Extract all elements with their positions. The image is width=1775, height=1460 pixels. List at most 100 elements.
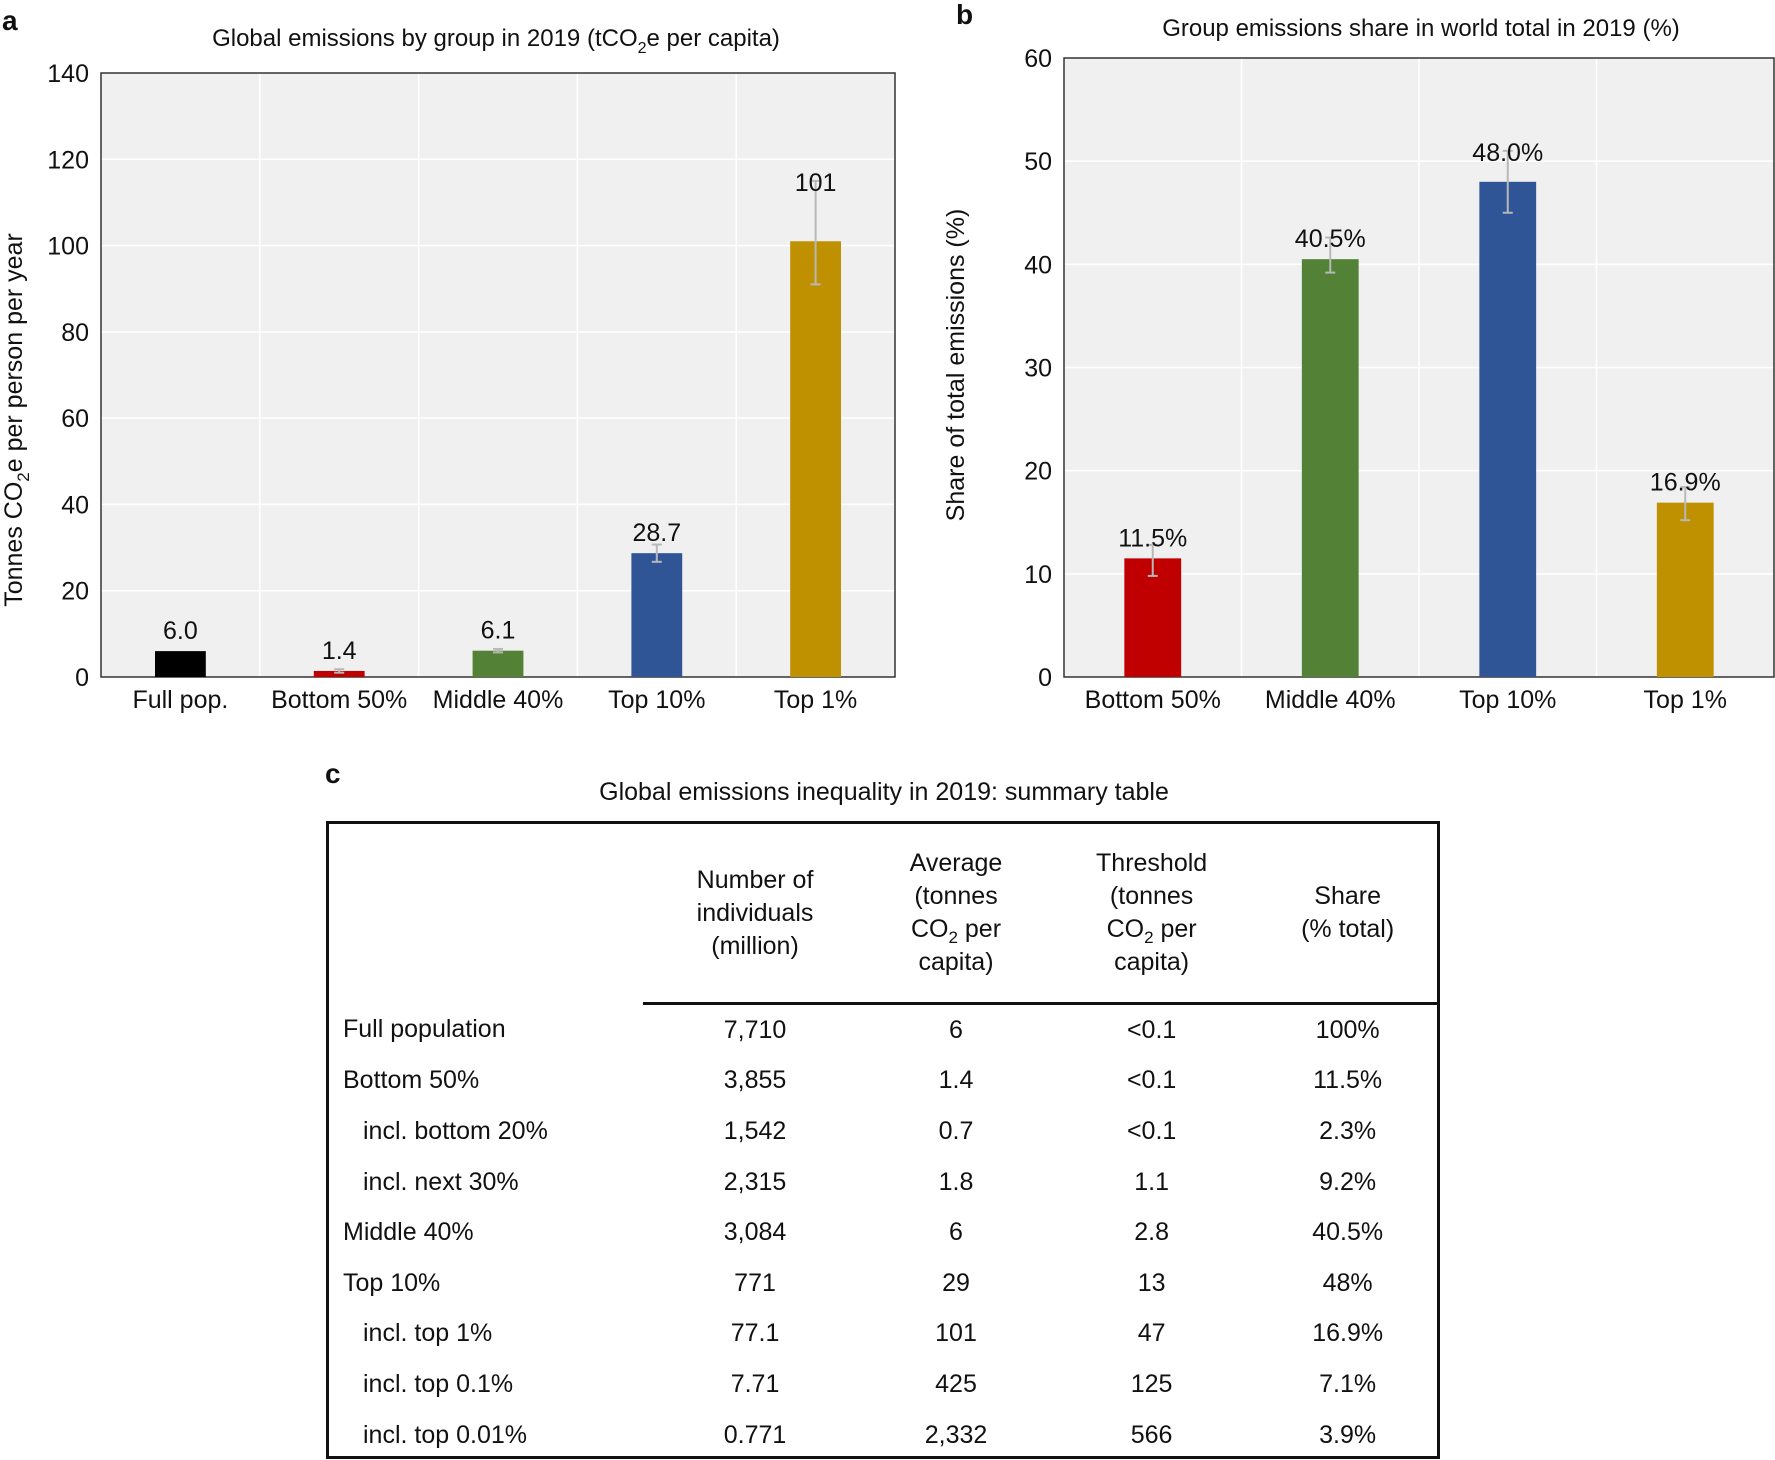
column-header-share: Share (% total) [1258, 824, 1437, 1005]
table-cell: 7,710 [723, 1015, 787, 1044]
column-header-threshold: Threshold (tonnes CO2 per capita) [1044, 824, 1259, 1005]
chart-b-y-tick-label: 20 [1024, 458, 1052, 486]
chart-a-plot-background [101, 73, 895, 677]
table-cell: 566 [1130, 1420, 1173, 1449]
table-cell: 9.2% [1319, 1167, 1377, 1196]
chart-a-x-tick-label: Top 1% [774, 686, 857, 714]
table-row-label: incl. top 1% [363, 1319, 493, 1348]
chart-a-per-capita-emissions: a Global emissions by group in 2019 (tCO… [0, 5, 896, 714]
table-row: Bottom 50% 3,855 1.4 <0.1 11.5% [329, 1056, 1437, 1107]
table-title: Global emissions inequality in 2019: sum… [599, 778, 1169, 806]
chart-b-y-tick-label: 50 [1024, 148, 1052, 176]
chart-a-bar [472, 650, 524, 677]
table-row-label: incl. top 0.1% [363, 1369, 514, 1398]
table-cell: <0.1 [1126, 1116, 1177, 1145]
chart-b-data-label: 11.5% [1118, 524, 1187, 552]
table-cell: 29 [942, 1268, 970, 1297]
chart-a-y-axis-label: Tonnes CO2e per person per year [0, 233, 33, 607]
chart-a-y-tick-label: 40 [61, 491, 89, 519]
chart-a-x-tick-label: Middle 40% [433, 686, 564, 714]
chart-a-x-tick-label: Bottom 50% [271, 686, 407, 714]
table-header-row: Number of individuals (million) Average … [329, 824, 1437, 1005]
table-row: incl. next 30% 2,315 1.8 1.1 9.2% [329, 1157, 1437, 1208]
table-row: Middle 40% 3,084 6 2.8 40.5% [329, 1207, 1437, 1258]
table-cell: 1.8 [938, 1167, 974, 1196]
chart-b-emissions-share: b Group emissions share in world total i… [942, 0, 1775, 714]
table-row: incl. top 0.1% 7.71 425 125 7.1% [329, 1359, 1437, 1410]
chart-b-plot-area: 0 10 20 30 40 50 60 11.5% Bottom 50% 40.5% Middle … [1024, 45, 1775, 714]
table-cell: 3,855 [723, 1066, 787, 1095]
chart-b-bar [1124, 558, 1182, 677]
table-cell: 3,084 [723, 1218, 787, 1247]
chart-a-y-tick-label: 0 [75, 664, 89, 692]
chart-a-plot-area: 0 20 40 60 80 100 120 140 6.0 Full pop. 1.4 Bottom … [47, 60, 896, 714]
chart-a-bar [790, 241, 842, 677]
table-cell: 2.3% [1319, 1116, 1377, 1145]
chart-b-x-tick-label: Top 1% [1644, 686, 1727, 714]
table-row-label: incl. bottom 20% [363, 1116, 548, 1145]
table-row: incl. bottom 20% 1,542 0.7 <0.1 2.3% [329, 1106, 1437, 1157]
chart-a-x-tick-label: Top 10% [608, 686, 705, 714]
chart-b-bar [1301, 259, 1359, 677]
table-cell: 7.1% [1319, 1369, 1377, 1398]
chart-a-data-label: 6.1 [481, 617, 516, 645]
table-cell: 771 [734, 1268, 776, 1297]
chart-b-bar [1479, 181, 1537, 678]
table-cell: 3.9% [1319, 1420, 1377, 1449]
panel-letter-a: a [2, 5, 18, 36]
table-cell: 77.1 [730, 1319, 780, 1348]
table-cell: 1,542 [723, 1116, 787, 1145]
chart-b-plot-frame [1063, 57, 1775, 678]
chart-a-data-label: 6.0 [163, 617, 198, 645]
table-cell: 425 [935, 1369, 977, 1398]
table-row-label: incl. next 30% [363, 1167, 519, 1196]
table-cell: 48% [1322, 1268, 1373, 1297]
summary-table-grid: Number of individuals (million) Average … [329, 824, 1437, 1460]
table-row: Top 10% 771 29 13 48% [329, 1258, 1437, 1309]
chart-b-bar [1656, 502, 1714, 677]
table-cell: 100% [1315, 1015, 1380, 1044]
chart-b-data-label: 16.9% [1650, 469, 1721, 497]
table-row: Full population 7,710 6 <0.1 100% [329, 1004, 1437, 1056]
chart-b-x-tick-label: Bottom 50% [1085, 686, 1221, 714]
chart-a-bar [154, 651, 206, 677]
panel-letter-b: b [956, 0, 973, 30]
table-cell: 0.771 [723, 1420, 787, 1449]
chart-b-y-tick-label: 30 [1024, 355, 1052, 383]
table-row: incl. top 1% 77.1 101 47 16.9% [329, 1309, 1437, 1360]
chart-a-bar [313, 670, 365, 677]
chart-a-y-tick-label: 140 [47, 60, 89, 88]
table-cell: 11.5% [1313, 1066, 1383, 1095]
chart-b-data-label: 40.5% [1295, 225, 1366, 253]
table-row-label: incl. top 0.01% [363, 1420, 527, 1449]
chart-a-y-tick-label: 100 [47, 233, 89, 261]
panel-letter-c: c [325, 758, 341, 789]
table-cell: 0.7 [938, 1116, 974, 1145]
table-cell: 6 [949, 1218, 963, 1247]
table-row-label: Bottom 50% [343, 1066, 480, 1095]
table-header-blank [329, 824, 643, 1004]
chart-b-y-tick-label: 0 [1038, 664, 1052, 692]
chart-a-x-tick-label: Full pop. [132, 686, 228, 714]
table-cell: 40.5% [1312, 1218, 1384, 1247]
chart-b-y-tick-label: 10 [1024, 561, 1052, 589]
table-cell: 2,315 [723, 1167, 787, 1196]
chart-a-y-tick-label: 20 [61, 578, 89, 606]
chart-b-y-tick-label: 60 [1024, 45, 1052, 73]
chart-b-data-label: 48.0% [1472, 139, 1543, 167]
chart-a-y-tick-label: 80 [61, 319, 89, 347]
table-cell: <0.1 [1126, 1066, 1177, 1095]
chart-a-bar [631, 553, 683, 677]
chart-a-data-label: 28.7 [632, 519, 681, 547]
table-cell: 16.9% [1312, 1319, 1384, 1348]
chart-a-title: Global emissions by group in 2019 (tCO2e… [212, 25, 780, 57]
table-row-label: Full population [343, 1015, 506, 1044]
chart-a-data-label: 1.4 [322, 637, 357, 665]
table-cell: 6 [949, 1015, 963, 1044]
chart-a-y-tick-label: 120 [47, 146, 89, 174]
table-row-label: Middle 40% [343, 1218, 474, 1247]
chart-b-x-tick-label: Top 10% [1459, 686, 1556, 714]
column-header-individuals: Number of individuals (million) [643, 824, 868, 1005]
table-cell: 13 [1137, 1268, 1166, 1297]
table-cell: <0.1 [1126, 1015, 1177, 1044]
